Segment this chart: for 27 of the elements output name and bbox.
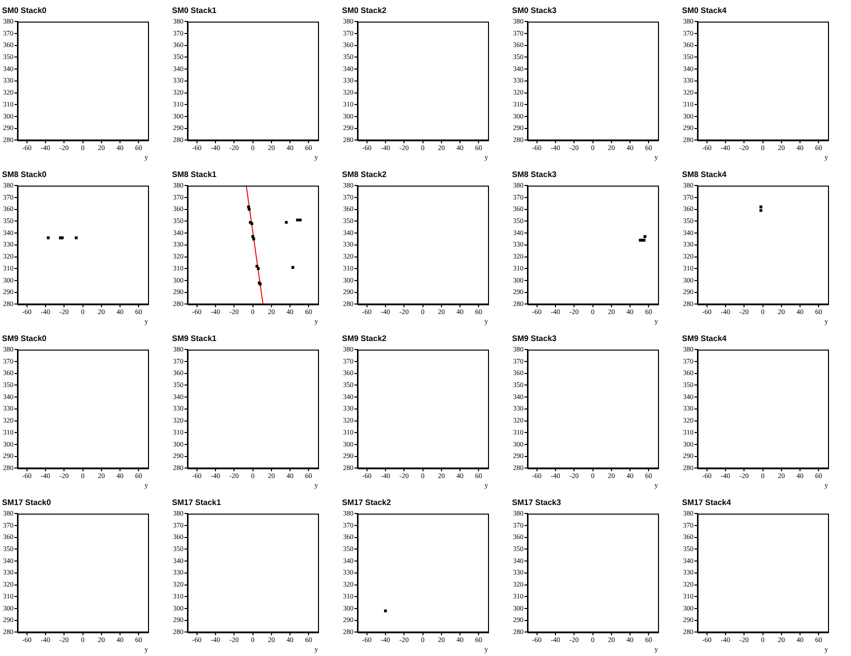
chart-title: SM9 Stack4 xyxy=(682,334,728,344)
chart-title: SM8 Stack3 xyxy=(512,170,558,180)
chart-title: SM8 Stack4 xyxy=(682,170,728,180)
point xyxy=(284,220,288,224)
chart-title: SM0 Stack3 xyxy=(512,6,558,16)
chart-title: SM17 Stack3 xyxy=(512,498,562,508)
chart-title: SM9 Stack3 xyxy=(512,334,558,344)
chart-title: SM9 Stack2 xyxy=(342,334,388,344)
point xyxy=(247,206,250,208)
chart-title: SM8 Stack2 xyxy=(342,170,388,180)
point xyxy=(291,266,294,269)
chart-title: SM8 Stack1 xyxy=(172,170,218,180)
chart-title: SM0 Stack2 xyxy=(342,6,388,16)
chart-title: SM8 Stack0 xyxy=(2,170,48,180)
chart-title: SM17 Stack4 xyxy=(682,498,732,508)
chart-title: SM0 Stack1 xyxy=(172,6,218,16)
point xyxy=(296,218,299,222)
chart-title: SM9 Stack1 xyxy=(172,334,218,344)
chart-title: SM17 Stack2 xyxy=(342,498,392,508)
chart-title: SM9 Stack0 xyxy=(2,334,48,344)
chart-title: SM0 Stack0 xyxy=(2,6,48,16)
chart-title: SM0 Stack4 xyxy=(682,6,728,16)
point xyxy=(252,238,256,240)
point xyxy=(256,267,260,270)
chart-title: SM17 Stack1 xyxy=(172,498,222,508)
chart-title: SM17 Stack0 xyxy=(2,498,52,508)
point xyxy=(298,218,302,222)
